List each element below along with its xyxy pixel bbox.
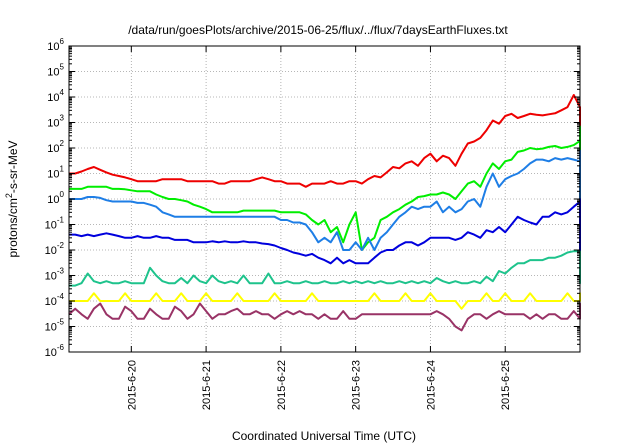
y-axis: 10-6 10-5 10-4 10-3 10-2 10-1 100 101 102 103 104 1… bbox=[45, 37, 580, 359]
y-tick-label: 104 bbox=[47, 88, 64, 104]
y-axis-title: protons/cm2-s-sr-MeV bbox=[4, 140, 20, 257]
y-tick-label: 10-5 bbox=[45, 318, 65, 334]
y-tick-label: 102 bbox=[47, 139, 64, 155]
y-axis-title-part2: -s-sr-MeV bbox=[6, 140, 20, 193]
y-axis-title-part1: protons/cm bbox=[6, 198, 20, 257]
chart-title: /data/run/goesPlots/archive/2015-06-25/f… bbox=[128, 23, 508, 37]
y-tick-label: 10-2 bbox=[45, 241, 65, 257]
y-tick-label: 103 bbox=[47, 114, 64, 130]
y-tick-label: 105 bbox=[47, 63, 64, 79]
y-tick-label: 10-6 bbox=[45, 343, 65, 359]
x-axis-title: Coordinated Universal Time (UTC) bbox=[232, 429, 416, 443]
y-tick-label: 10-4 bbox=[45, 292, 65, 308]
y-tick-label: 100 bbox=[47, 190, 64, 206]
series-line-6 bbox=[69, 292, 581, 310]
x-axis: 2015-6-20 2015-6-21 2015-6-22 2015-6-23 2015… bbox=[126, 46, 512, 410]
x-tick-label: 2015-6-20 bbox=[126, 360, 138, 410]
y-axis-title-exponent: 2 bbox=[4, 193, 14, 198]
y-tick-label: 106 bbox=[47, 37, 64, 53]
y-tick-label: 101 bbox=[47, 165, 64, 181]
x-tick-label: 2015-6-25 bbox=[500, 360, 512, 410]
x-tick-label: 2015-6-21 bbox=[201, 360, 213, 410]
x-tick-label: 2015-6-23 bbox=[351, 360, 363, 410]
grid-layer bbox=[69, 46, 580, 352]
y-tick-label: 10-1 bbox=[45, 216, 65, 232]
x-tick-label: 2015-6-24 bbox=[425, 360, 437, 410]
y-tick-label: 10-3 bbox=[45, 267, 65, 283]
x-tick-label: 2015-6-22 bbox=[276, 360, 288, 410]
